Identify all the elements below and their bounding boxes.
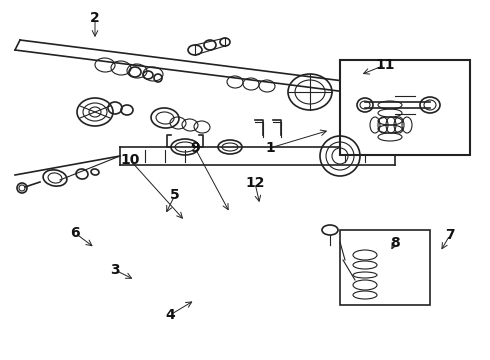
Text: 2: 2 [90,11,100,25]
Bar [340,230,430,305]
Text: 1: 1 [265,141,275,155]
Text: 12: 12 [245,176,265,190]
Bar [340,60,470,155]
Text: 10: 10 [121,153,140,167]
Text: 8: 8 [390,236,400,250]
Text: 4: 4 [165,308,175,322]
Text: 7: 7 [445,228,455,242]
Text: 5: 5 [170,188,180,202]
Text: 9: 9 [190,141,200,155]
Text: 11: 11 [375,58,395,72]
Text: 3: 3 [110,263,120,277]
Text: 6: 6 [70,226,80,240]
